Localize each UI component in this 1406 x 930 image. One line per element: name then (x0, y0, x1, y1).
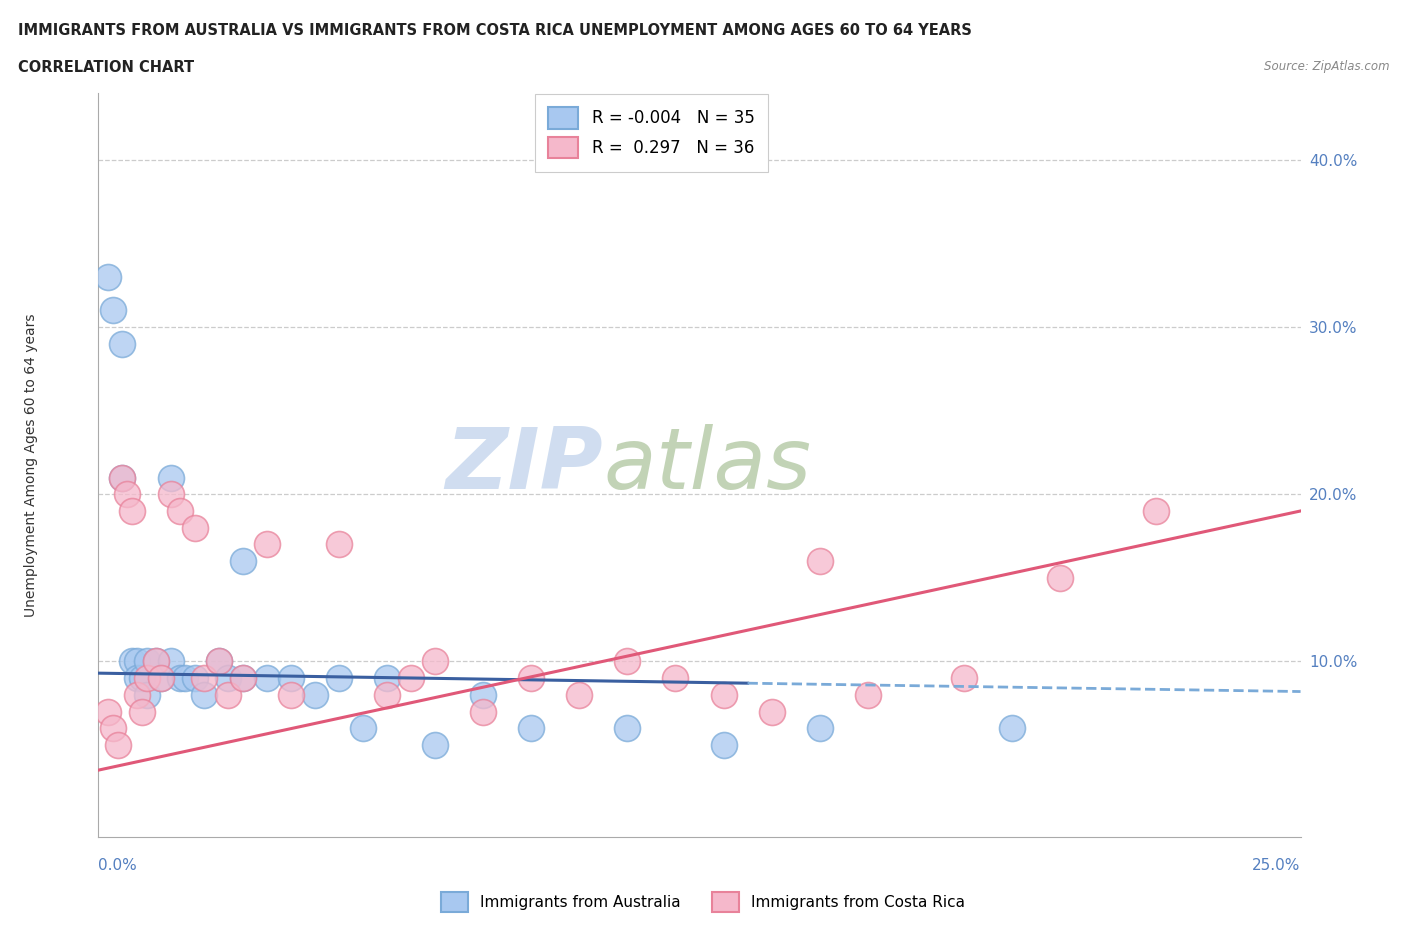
Point (399, 671, 422, 685)
Point (183, 520, 205, 535)
Point (616, 721, 638, 736)
Point (97, 270, 120, 285)
Point (117, 486, 139, 501)
Point (423, 654, 446, 669)
Point (280, 671, 302, 685)
Text: ZIP: ZIP (446, 423, 603, 507)
Point (111, 470, 134, 485)
Point (568, 687, 591, 702)
Point (328, 671, 350, 685)
Point (280, 687, 302, 702)
Point (135, 654, 157, 669)
Point (713, 737, 735, 752)
Point (520, 721, 543, 736)
Point (1144, 503, 1167, 518)
Point (101, 721, 124, 736)
Point (1049, 570, 1071, 585)
Point (125, 654, 148, 669)
Point (256, 537, 278, 551)
Point (217, 671, 239, 685)
Point (423, 737, 446, 752)
Point (208, 654, 231, 669)
Point (125, 671, 148, 685)
Point (193, 687, 215, 702)
Point (808, 721, 831, 736)
Text: CORRELATION CHART: CORRELATION CHART (18, 60, 194, 75)
Point (159, 486, 181, 501)
Legend: R = -0.004   N = 35, R =  0.297   N = 36: R = -0.004 N = 35, R = 0.297 N = 36 (534, 94, 768, 172)
Text: 25.0%: 25.0% (1253, 857, 1301, 872)
Point (1001, 721, 1024, 736)
Point (121, 654, 143, 669)
Point (125, 687, 148, 702)
Text: Unemployment Among Ages 60 to 64 years: Unemployment Among Ages 60 to 64 years (24, 313, 38, 617)
Point (616, 654, 638, 669)
Point (375, 687, 398, 702)
Point (135, 687, 157, 702)
Point (131, 704, 153, 719)
Point (159, 654, 181, 669)
Point (232, 671, 254, 685)
Legend: Immigrants from Australia, Immigrants from Costa Rica: Immigrants from Australia, Immigrants fr… (434, 886, 972, 918)
Point (169, 503, 191, 518)
Text: atlas: atlas (603, 423, 811, 507)
Point (328, 537, 350, 551)
Point (111, 337, 134, 352)
Point (208, 654, 231, 669)
Point (520, 671, 543, 685)
Point (145, 654, 167, 669)
Point (145, 654, 167, 669)
Point (101, 303, 124, 318)
Point (183, 671, 205, 685)
Point (472, 704, 495, 719)
Point (217, 687, 239, 702)
Point (232, 553, 254, 568)
Point (107, 737, 129, 752)
Text: Source: ZipAtlas.com: Source: ZipAtlas.com (1264, 60, 1389, 73)
Point (256, 671, 278, 685)
Point (232, 671, 254, 685)
Point (149, 671, 172, 685)
Point (664, 671, 686, 685)
Text: IMMIGRANTS FROM AUSTRALIA VS IMMIGRANTS FROM COSTA RICA UNEMPLOYMENT AMONG AGES : IMMIGRANTS FROM AUSTRALIA VS IMMIGRANTS … (18, 23, 972, 38)
Point (169, 671, 191, 685)
Point (472, 687, 495, 702)
Point (856, 687, 879, 702)
Point (121, 503, 143, 518)
Point (713, 687, 735, 702)
Text: 0.0%: 0.0% (98, 857, 138, 872)
Point (135, 671, 157, 685)
Point (149, 671, 172, 685)
Point (375, 671, 398, 685)
Point (193, 671, 215, 685)
Point (131, 671, 153, 685)
Point (159, 470, 181, 485)
Point (174, 671, 197, 685)
Point (953, 671, 976, 685)
Point (304, 687, 326, 702)
Point (808, 553, 831, 568)
Point (111, 470, 134, 485)
Point (352, 721, 374, 736)
Point (97, 704, 120, 719)
Point (761, 704, 783, 719)
